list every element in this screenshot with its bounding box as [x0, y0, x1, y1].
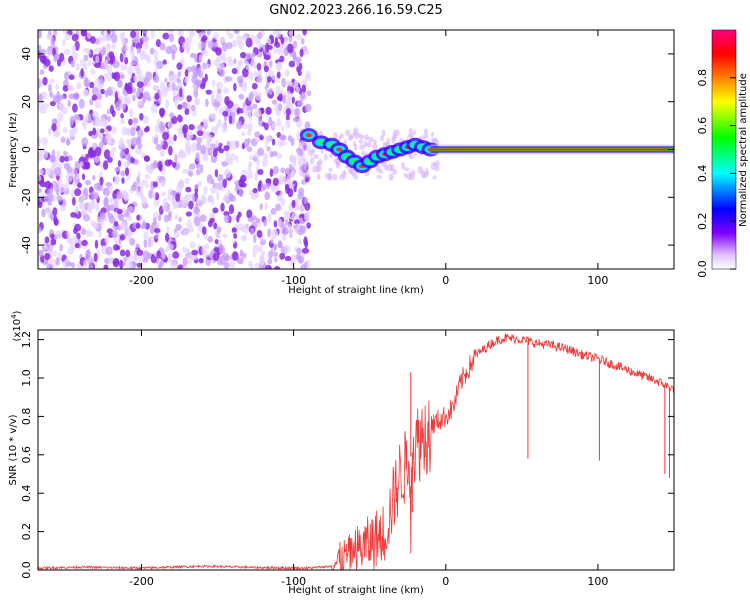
- track-peak: [318, 140, 325, 145]
- y-tick-label: 0.0: [20, 561, 33, 579]
- y-tick-label: 0.6: [20, 446, 33, 464]
- colorbar-tick-label: 0.2: [696, 212, 709, 230]
- spectrogram-y-axis-title: Frequency (Hz): [8, 112, 19, 188]
- colorbar-tick-label: 0.6: [696, 117, 709, 135]
- snr-panel: -200 -100 0 100 0.0 0.2 0.4 0.6 0.8 1.0 1.2 Height…: [8, 310, 675, 596]
- carrier-line: [430, 144, 674, 155]
- spectrogram-x-axis-title: Height of straight line (km): [288, 285, 424, 296]
- y-tick-label: 0: [20, 146, 33, 153]
- snr-scale-close: ): [12, 310, 23, 314]
- x-tick-label: -200: [129, 575, 154, 588]
- snr-scale-label: (x104): [10, 310, 23, 341]
- y-tick-label: 0.8: [20, 408, 33, 426]
- y-tick-label: 40: [20, 47, 33, 61]
- snr-plot: [38, 332, 674, 570]
- y-tick-label: -40: [20, 236, 33, 254]
- y-tick-label: 1.0: [20, 369, 33, 387]
- x-tick-label: 0: [442, 274, 449, 287]
- track-peak: [336, 147, 343, 152]
- x-tick-label: 0: [442, 575, 449, 588]
- colorbar-tick-label: 0.4: [696, 165, 709, 183]
- track-peak: [305, 133, 312, 138]
- y-tick-label: 0.4: [20, 484, 33, 502]
- noise-speckle: [38, 30, 440, 269]
- y-tick-label: 1.2: [20, 331, 33, 349]
- y-tick-label: 0.2: [20, 523, 33, 541]
- y-tick-label: -20: [20, 188, 33, 206]
- x-tick-label: -100: [281, 274, 306, 287]
- colorbar-tick-label: 0.0: [696, 260, 709, 278]
- colorbar: [711, 29, 737, 270]
- snr-series-line: [38, 332, 674, 570]
- colorbar-title: Normalized spectral amplitude: [738, 73, 749, 227]
- snr-ticks: -200 -100 0 100 0.0 0.2 0.4 0.6 0.8 1.0 1.2: [20, 330, 674, 588]
- snr-y-axis-title: SNR (10 * v/v): [8, 414, 19, 485]
- snr-x-axis-title: Height of straight line (km): [288, 585, 424, 596]
- snr-scale-prefix: (x10: [12, 319, 23, 342]
- x-tick-label: 100: [587, 575, 608, 588]
- snr-scale-exponent: 4: [10, 314, 18, 319]
- snr-frame: [37, 329, 675, 571]
- y-tick-label: 20: [20, 95, 33, 109]
- spectrogram-plot: [38, 30, 674, 269]
- x-tick-label: -200: [129, 274, 154, 287]
- colorbar-tick-label: 0.8: [696, 69, 709, 87]
- colorbar-ticks: 0.0 0.2 0.4 0.6 0.8: [696, 69, 736, 278]
- figure-title: GN02.2023.266.16.59.C25: [269, 3, 443, 18]
- svg-text:(x104): (x104): [10, 310, 23, 341]
- x-tick-label: -100: [281, 575, 306, 588]
- x-tick-label: 100: [587, 274, 608, 287]
